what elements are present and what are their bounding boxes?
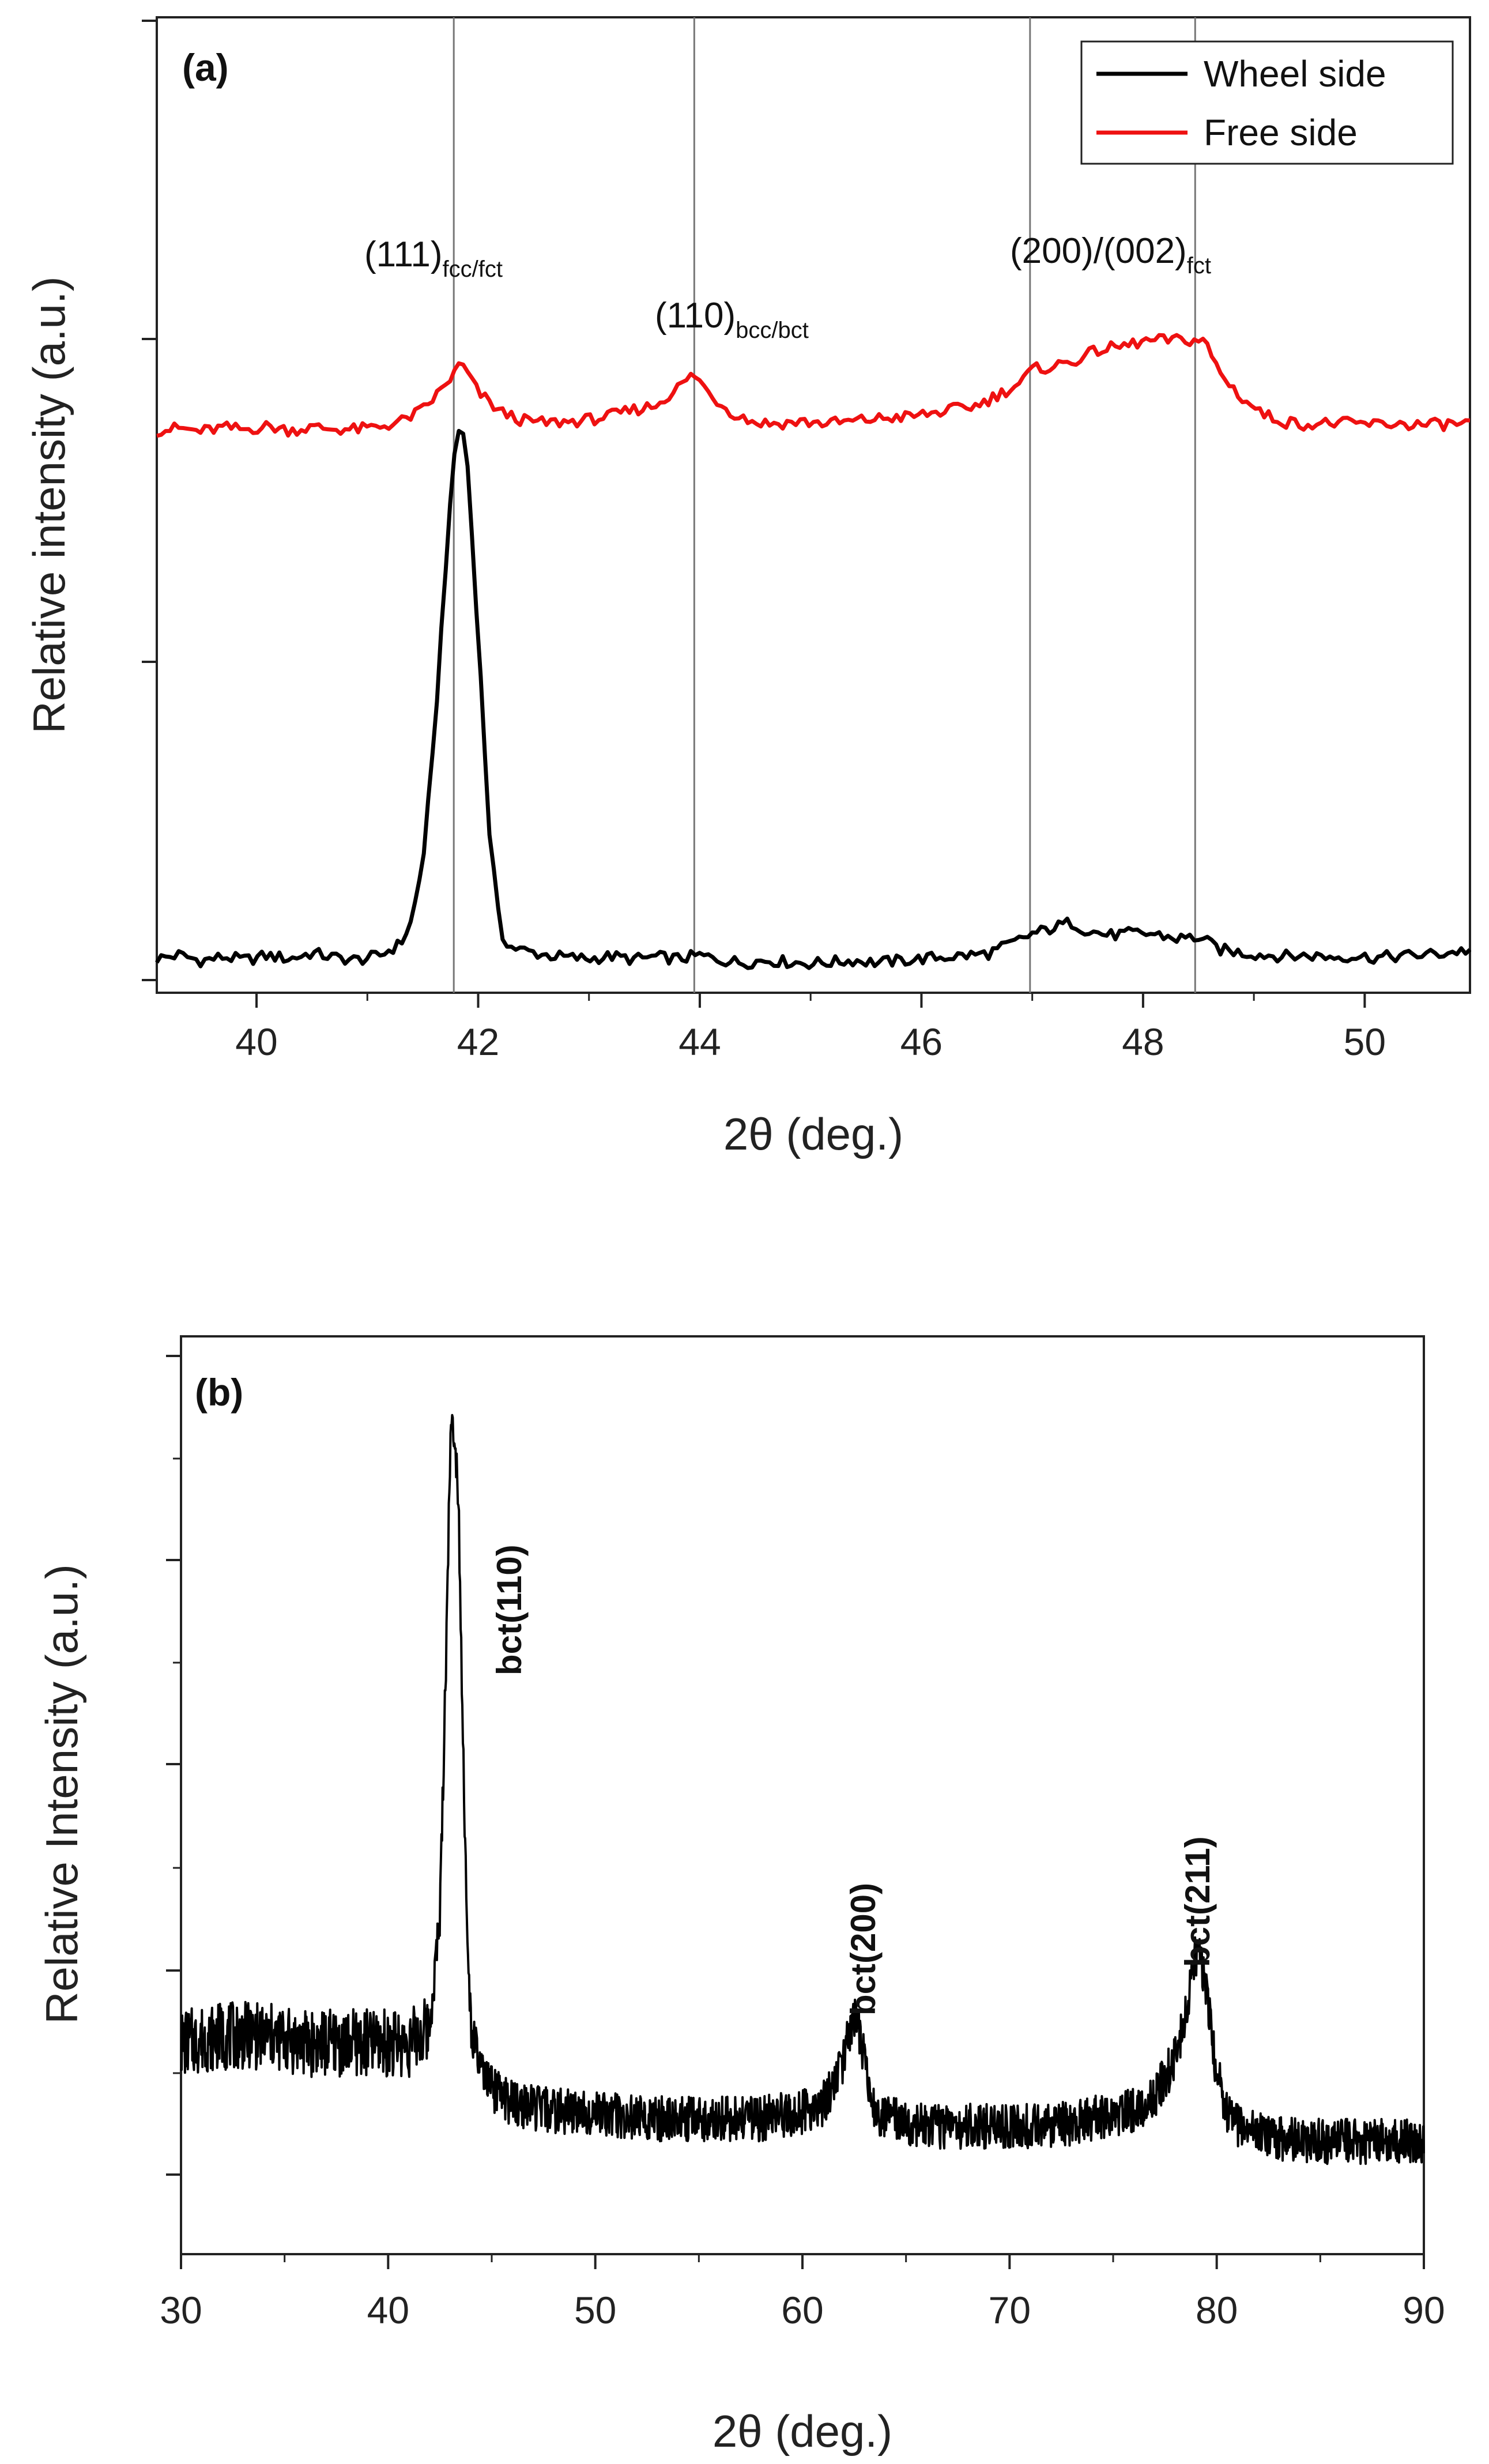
x-tick-label: 70 [989,2289,1031,2331]
series-line-free-side [156,333,1471,438]
panel-a-legend: Wheel side Free side [1080,40,1454,165]
panel-a-series [154,333,1472,970]
panel-b-annotation-bct211: bct(211) [1178,1836,1217,1967]
x-tick-label: 80 [1196,2289,1238,2331]
panel-a-y-axis-title: Relative intensity (a.u.) [24,276,74,733]
legend-label-wheel-side: Wheel side [1204,53,1386,95]
panel-a-label: (a) [182,46,229,89]
series-line-xrd [180,1414,1425,2165]
panel-b-y-ticks [166,1355,181,2176]
x-tick-label: 44 [678,1020,721,1063]
panel-b-chart: 30 40 50 60 70 80 90 (b) bct(110) bct(200) bct… [36,1335,1445,2457]
panel-a-x-ticks: 40 42 44 46 48 50 [235,993,1386,1063]
panel-b-series [180,1414,1425,2165]
panel-b-y-axis-title: Relative Intensity (a.u.) [36,1564,87,2024]
panel-b-x-axis-title: 2θ (deg.) [713,2406,892,2457]
panel-a-chart: 40 42 44 46 48 50 (a) (111)fcc/fct (110)bcc/b… [24,16,1472,1159]
x-tick-label: 40 [235,1020,277,1063]
panel-b-label: (b) [195,1371,243,1414]
panel-a-reference-lines [453,17,1196,993]
panel-a-plot-frame [156,16,1471,994]
panel-b-annotation-bct200: bct(200) [844,1883,883,2015]
panel-a-annotation: (111)fcc/fct [364,235,503,282]
series-line-wheel-side [154,429,1472,970]
x-tick-label: 30 [160,2289,202,2331]
panel-a-x-axis-title: 2θ (deg.) [723,1109,903,1159]
x-tick-label: 50 [574,2289,616,2331]
x-tick-label: 46 [900,1020,943,1063]
x-tick-label: 90 [1403,2289,1445,2331]
x-tick-label: 48 [1122,1020,1164,1063]
x-tick-label: 40 [367,2289,409,2331]
panel-a-y-ticks [142,20,157,981]
panel-b-annotation-bct110: bct(110) [490,1544,529,1675]
x-tick-label: 60 [781,2289,823,2331]
x-tick-label: 50 [1344,1020,1386,1063]
legend-label-free-side: Free side [1204,112,1358,153]
x-tick-label: 42 [457,1020,499,1063]
panel-a-annotation: (200)/(002)fct [1010,231,1211,278]
legend-box [1080,40,1454,165]
panel-b-x-ticks: 30 40 50 60 70 80 90 [160,2254,1445,2331]
panel-a-annotation: (110)bcc/bct [655,296,809,343]
